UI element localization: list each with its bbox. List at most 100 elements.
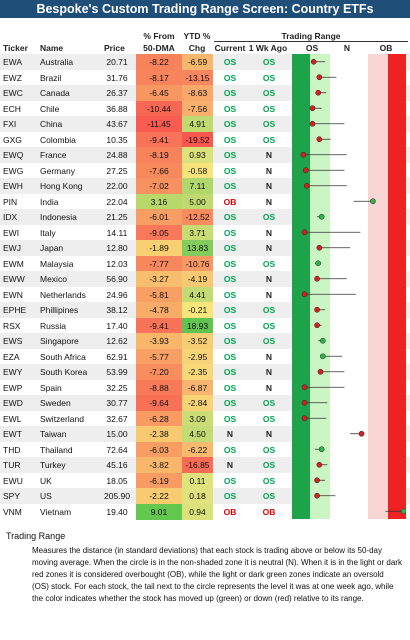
- range-dot-rsx: [314, 322, 320, 329]
- trading-range-chart: [292, 54, 406, 519]
- price-cell: 22.00: [106, 181, 128, 191]
- table-row: EWM Malaysia 12.03 -7.77 -10.76 OS OS: [0, 255, 410, 272]
- range-dot-ewh: [303, 182, 310, 189]
- current-status-cell: OS: [223, 274, 237, 284]
- current-status-cell: OS: [223, 398, 237, 408]
- ticker-cell: EWN: [3, 289, 23, 300]
- price-cell: 27.25: [106, 165, 128, 176]
- name-cell: Thailand: [40, 444, 73, 455]
- price-cell: 19.40: [106, 506, 128, 517]
- table-row: THD Thailand 72.64 -6.03 -6.22 OS OS: [0, 441, 410, 458]
- current-status-cell: OS: [223, 150, 237, 160]
- week-ago-status-cell: OS: [262, 72, 276, 83]
- table-row: EWI Italy 14.11 -9.05 3.71 OS N: [0, 224, 410, 241]
- footer-title: Trading Range: [6, 531, 66, 541]
- ytd-cell: 0.93: [182, 147, 213, 163]
- ytd-cell: -3.52: [182, 333, 213, 349]
- table-row: EWL Switzerland 32.67 -6.28 3.09 OS OS: [0, 410, 410, 427]
- ticker-cell: EWH: [3, 181, 23, 191]
- dma-cell: -6.01: [136, 209, 182, 225]
- ytd-cell: -10.76: [182, 255, 213, 272]
- range-dot-ewd: [301, 399, 308, 406]
- ticker-cell: EPHE: [3, 305, 27, 315]
- dma-cell: -8.88: [136, 379, 182, 396]
- table-row: PIN India 22.04 3.16 5.00 OB N: [0, 193, 410, 210]
- price-cell: 26.37: [106, 88, 128, 98]
- ticker-cell: EWY: [3, 367, 23, 377]
- neutral-zone: [330, 54, 368, 519]
- current-status-cell: OS: [223, 119, 237, 129]
- price-cell: 14.11: [106, 227, 128, 238]
- header-underline: [214, 41, 408, 42]
- name-cell: Italy: [40, 227, 56, 238]
- dma-cell: -10.44: [136, 100, 182, 117]
- range-dot-ewz: [316, 74, 323, 81]
- dma-cell: -2.22: [136, 488, 182, 504]
- price-cell: 36.88: [106, 103, 128, 114]
- ticker-cell: GXG: [3, 134, 22, 145]
- name-cell: Hong Kong: [40, 181, 83, 191]
- ticker-cell: ECH: [3, 103, 21, 114]
- name-cell: China: [40, 119, 63, 129]
- ticker-cell: PIN: [3, 196, 18, 207]
- week-ago-status-cell: OS: [262, 103, 276, 114]
- price-cell: 12.62: [106, 336, 128, 346]
- ticker-cell: EWS: [3, 336, 23, 346]
- ob-dark-zone: [388, 54, 406, 519]
- dma-cell: -6.45: [136, 85, 182, 101]
- ticker-cell: FXI: [3, 119, 17, 129]
- current-status-cell: OS: [223, 258, 237, 269]
- header-price: Price: [104, 43, 125, 53]
- ticker-cell: EWJ: [3, 243, 21, 253]
- table-row: EWP Spain 32.25 -8.88 -6.87 OS N: [0, 379, 410, 396]
- current-status-cell: OS: [223, 72, 237, 83]
- current-status-cell: OS: [223, 336, 237, 346]
- dma-cell: -9.64: [136, 395, 182, 411]
- week-ago-status-cell: N: [265, 165, 273, 176]
- price-cell: 32.25: [106, 382, 128, 393]
- dma-cell: -4.78: [136, 302, 182, 318]
- os-dark-zone: [292, 54, 310, 519]
- range-dot-ewt: [358, 430, 365, 437]
- week-ago-status-cell: N: [265, 289, 273, 300]
- price-cell: 32.67: [106, 413, 128, 424]
- week-ago-status-cell: OS: [262, 460, 276, 470]
- dma-cell: -1.89: [136, 240, 182, 256]
- current-status-cell: OS: [223, 57, 237, 67]
- ticker-cell: EWI: [3, 227, 20, 238]
- dma-cell: -2.38: [136, 426, 182, 442]
- ytd-cell: -8.63: [182, 85, 213, 101]
- price-cell: 15.00: [106, 429, 128, 439]
- week-ago-status-cell: OS: [262, 398, 276, 408]
- ticker-cell: EWZ: [3, 72, 22, 83]
- ticker-cell: IDX: [3, 212, 18, 222]
- dma-cell: -9.41: [136, 131, 182, 148]
- ytd-cell: 13.83: [182, 240, 213, 256]
- header-name: Name: [40, 43, 64, 53]
- header-current: Current: [214, 43, 246, 53]
- dma-cell: -7.77: [136, 255, 182, 272]
- range-dot-ewj: [316, 244, 323, 251]
- table-row: EZA South Africa 62.91 -5.77 -2.95 OS N: [0, 348, 410, 365]
- ytd-cell: -2.84: [182, 395, 213, 411]
- current-status-cell: OS: [223, 475, 237, 486]
- name-cell: South Africa: [40, 351, 86, 362]
- name-cell: France: [40, 150, 67, 160]
- ytd-cell: 5.00: [182, 193, 213, 210]
- price-cell: 62.91: [106, 351, 128, 362]
- price-cell: 24.88: [106, 150, 128, 160]
- dma-cell: -7.20: [136, 364, 182, 380]
- price-cell: 43.67: [106, 119, 128, 129]
- name-cell: Phillipines: [40, 305, 79, 315]
- week-ago-status-cell: OS: [262, 320, 276, 331]
- ytd-cell: -0.58: [182, 162, 213, 179]
- ytd-cell: -13.15: [182, 69, 213, 86]
- current-status-cell: OS: [223, 103, 237, 114]
- current-status-cell: OS: [223, 367, 237, 377]
- name-cell: India: [40, 196, 59, 207]
- range-dot-idx: [318, 213, 325, 220]
- ytd-cell: 4.91: [182, 116, 213, 132]
- dma-cell: 9.01: [136, 503, 182, 520]
- current-status-cell: OS: [223, 491, 237, 501]
- ytd-cell: 3.71: [182, 224, 213, 241]
